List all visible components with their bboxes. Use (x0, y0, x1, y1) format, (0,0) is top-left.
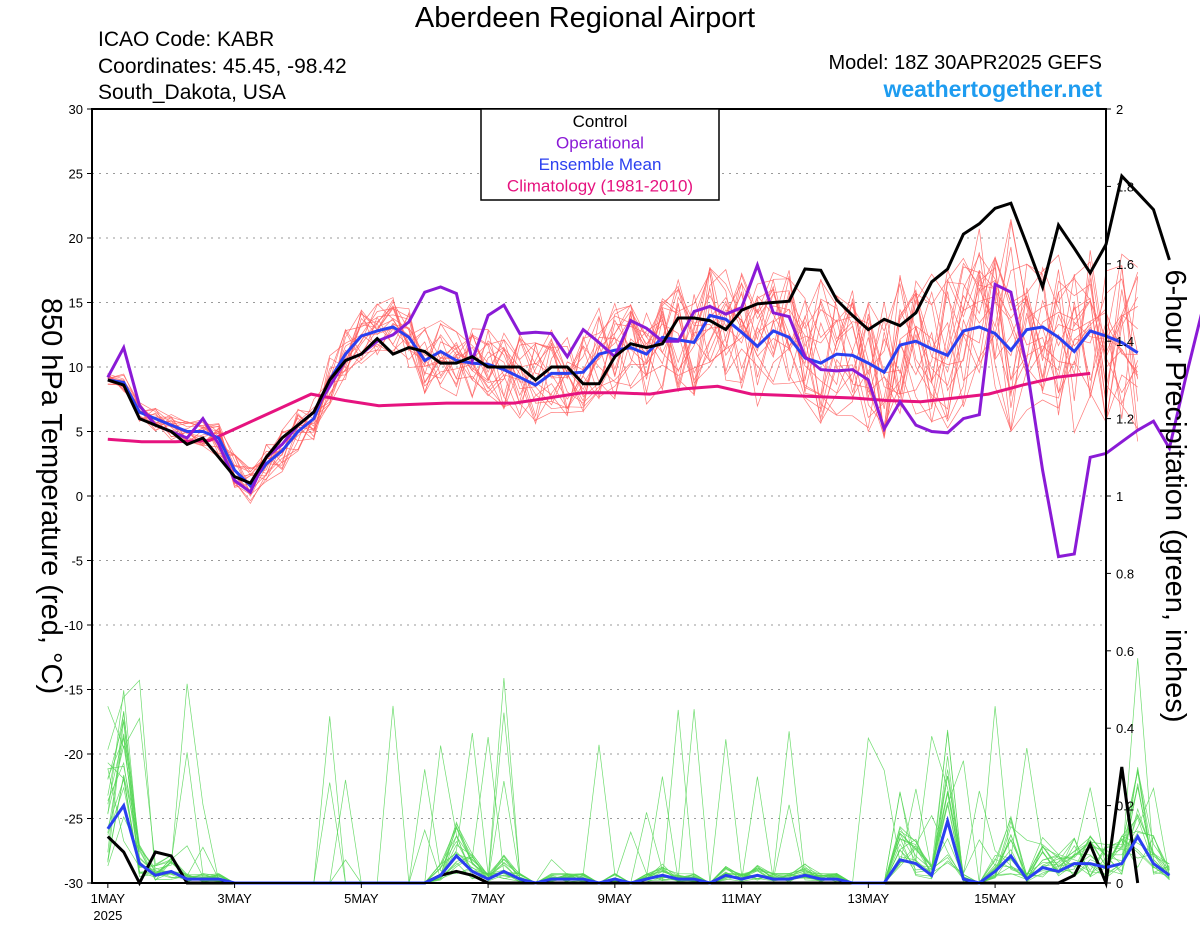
right-tick-label: 1.4 (1116, 334, 1134, 349)
x-year-label: 2025 (93, 908, 122, 923)
left-tick-label: 15 (69, 296, 83, 311)
right-tick-label: 2 (1116, 102, 1123, 117)
x-tick-label: 1MAY (91, 891, 126, 906)
right-tick-label: 0 (1116, 876, 1123, 891)
x-tick-label: 7MAY (471, 891, 506, 906)
left-tick-label: -30 (64, 876, 83, 891)
left-tick-label: 0 (76, 489, 83, 504)
ensemble-temp-line (107, 267, 1139, 491)
ensemble-temp-line (107, 254, 1139, 496)
site-name: weathertogether.net (883, 76, 1102, 102)
left-axis-title: 850 hPa Temperature (red, °C) (35, 298, 67, 694)
ensemble-precip-line (107, 768, 1170, 884)
x-tick-label: 9MAY (598, 891, 633, 906)
left-tick-label: -15 (64, 683, 83, 698)
right-tick-label: 1.6 (1116, 257, 1134, 272)
left-tick-label: 10 (69, 360, 83, 375)
ensemble-temp-line (107, 252, 1139, 502)
right-tick-label: 0.8 (1116, 566, 1134, 581)
legend-entry: Ensemble Mean (539, 155, 662, 174)
right-tick-label: 1.8 (1116, 179, 1134, 194)
x-tick-label: 3MAY (217, 891, 252, 906)
legend-entry: Operational (556, 134, 644, 153)
left-tick-label: 30 (69, 102, 83, 117)
ensemble-temp-line (107, 263, 1139, 474)
right-tick-label: 1 (1116, 489, 1123, 504)
legend-entry: Control (573, 112, 628, 131)
legend-entry: Climatology (1981-2010) (507, 177, 693, 196)
x-tick-label: 15MAY (974, 891, 1016, 906)
right-tick-label: 1.2 (1116, 412, 1134, 427)
left-tick-label: 5 (76, 425, 83, 440)
right-tick-label: 0.2 (1116, 799, 1134, 814)
icao-code: ICAO Code: KABR (98, 28, 275, 51)
control-temp-line (107, 173, 1171, 485)
ensemble-temp-line (107, 256, 1139, 472)
x-tick-label: 11MAY (721, 891, 762, 906)
right-tick-label: 0.6 (1116, 644, 1134, 659)
ensemble-precip-line (107, 690, 1170, 884)
chart-title: Aberdeen Regional Airport (414, 2, 756, 34)
left-tick-label: -10 (64, 618, 83, 633)
legend-box (480, 108, 720, 201)
legend: Control Operational Ensemble Mean Climatolo… (480, 108, 720, 201)
left-tick-label: -5 (71, 554, 83, 569)
left-tick-label: 20 (69, 231, 83, 246)
coordinates: Coordinates: 45.45, -98.42 (98, 55, 347, 78)
left-tick-label: -20 (64, 747, 83, 762)
location: South_Dakota, USA (98, 81, 286, 104)
control-precip-line (106, 766, 1140, 889)
x-tick-label: 13MAY (848, 891, 890, 906)
mean-precip-line (106, 802, 1171, 885)
right-tick-label: 0.4 (1116, 721, 1134, 736)
right-axis-title: 6-hour Precipitation (green, inches) (1159, 270, 1191, 723)
x-tick-label: 5MAY (344, 891, 379, 906)
left-tick-label: -25 (64, 812, 83, 827)
ensemble-temp-line (107, 253, 1138, 484)
ensemble-temp-line (107, 254, 1139, 505)
left-tick-label: 25 (69, 167, 83, 182)
climatology-line (107, 371, 1091, 444)
ensemble-temp-line (107, 222, 1138, 497)
model-run: Model: 18Z 30APR2025 GEFS (828, 52, 1102, 74)
ensemble-temp-line (107, 258, 1139, 479)
